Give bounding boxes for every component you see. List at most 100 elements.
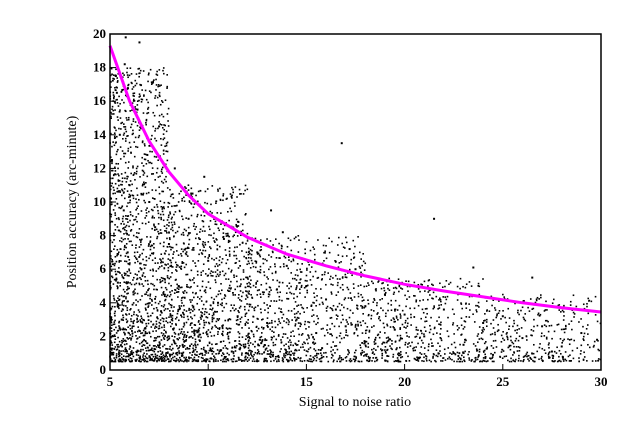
scatter-point: [325, 356, 328, 358]
scatter-point: [353, 287, 355, 290]
scatter-point: [203, 360, 206, 362]
scatter-point: [422, 311, 425, 314]
scatter-point: [114, 212, 116, 214]
scatter-point: [125, 350, 128, 353]
scatter-point: [303, 349, 306, 351]
scatter-point: [296, 295, 299, 298]
scatter-point: [469, 309, 471, 311]
scatter-point: [250, 259, 253, 262]
scatter-point: [189, 301, 192, 303]
scatter-point: [136, 258, 138, 260]
scatter-point: [432, 357, 434, 359]
scatter-point: [276, 355, 279, 358]
scatter-point: [583, 332, 586, 335]
scatter-point: [249, 267, 252, 269]
scatter-point: [472, 313, 474, 316]
scatter-point: [568, 339, 571, 341]
scatter-point: [361, 332, 364, 334]
scatter-point: [294, 324, 297, 327]
scatter-point: [399, 334, 402, 337]
scatter-point: [141, 321, 143, 323]
scatter-point: [297, 235, 300, 237]
scatter-point: [373, 347, 375, 350]
scatter-point: [123, 227, 125, 229]
scatter-point: [148, 287, 150, 290]
scatter-point: [221, 326, 224, 329]
scatter-point: [163, 201, 166, 204]
scatter-point: [341, 283, 344, 286]
scatter-point: [167, 308, 169, 310]
scatter-point: [285, 358, 288, 361]
scatter-point: [360, 360, 363, 363]
scatter-point: [510, 357, 512, 360]
scatter-point: [201, 307, 204, 310]
scatter-point: [122, 338, 125, 340]
scatter-point: [368, 359, 371, 362]
scatter-point: [168, 353, 171, 356]
scatter-point: [135, 299, 137, 301]
scatter-point: [381, 349, 384, 351]
scatter-point: [152, 253, 155, 255]
scatter-point: [185, 229, 187, 232]
scatter-point: [140, 239, 142, 242]
scatter-point: [354, 324, 357, 327]
scatter-point: [249, 303, 252, 306]
scatter-point: [386, 341, 388, 344]
scatter-point: [142, 348, 144, 351]
scatter-point: [404, 343, 407, 346]
scatter-point: [248, 344, 250, 347]
scatter-point: [285, 343, 287, 345]
scatter-point: [374, 336, 377, 339]
scatter-point: [148, 90, 151, 92]
scatter-point: [245, 312, 248, 315]
scatter-point: [115, 86, 118, 88]
scatter-point: [193, 281, 195, 284]
scatter-point: [126, 352, 128, 355]
scatter-point: [460, 302, 462, 304]
scatter-point: [294, 316, 296, 319]
scatter-point: [447, 316, 449, 319]
scatter-point: [182, 338, 185, 341]
scatter-point: [295, 349, 298, 352]
scatter-point: [128, 353, 130, 355]
scatter-point: [386, 354, 388, 357]
scatter-point: [239, 193, 241, 195]
scatter-point: [538, 314, 541, 317]
scatter-point: [116, 344, 118, 346]
scatter-point: [122, 72, 124, 75]
scatter-point: [158, 186, 160, 189]
scatter-point: [545, 338, 548, 340]
scatter-point: [161, 334, 164, 337]
scatter-point: [234, 360, 237, 363]
scatter-point: [122, 316, 125, 319]
scatter-point: [208, 228, 211, 231]
scatter-point: [169, 276, 172, 278]
scatter-point: [452, 322, 455, 324]
scatter-point: [164, 286, 167, 289]
scatter-point: [218, 245, 221, 248]
scatter-point: [160, 286, 163, 289]
scatter-point: [547, 330, 550, 333]
scatter-point: [304, 320, 307, 323]
scatter-point: [257, 360, 260, 362]
scatter-point: [127, 135, 129, 137]
scatter-point: [289, 356, 291, 359]
scatter-point: [119, 240, 121, 242]
scatter-point: [242, 343, 245, 346]
scatter-point: [118, 110, 121, 113]
scatter-point: [160, 216, 162, 219]
scatter-point: [178, 360, 180, 363]
scatter-point: [140, 127, 142, 130]
scatter-point: [514, 358, 517, 361]
scatter-point: [323, 251, 325, 254]
scatter-point: [391, 348, 393, 351]
scatter-point: [562, 339, 564, 342]
scatter-point: [186, 285, 188, 288]
scatter-point: [523, 355, 526, 358]
scatter-point: [417, 329, 419, 331]
scatter-point: [203, 359, 206, 361]
scatter-point: [563, 304, 565, 307]
scatter-point: [297, 317, 300, 319]
scatter-point: [278, 242, 280, 245]
scatter-point: [124, 260, 126, 263]
